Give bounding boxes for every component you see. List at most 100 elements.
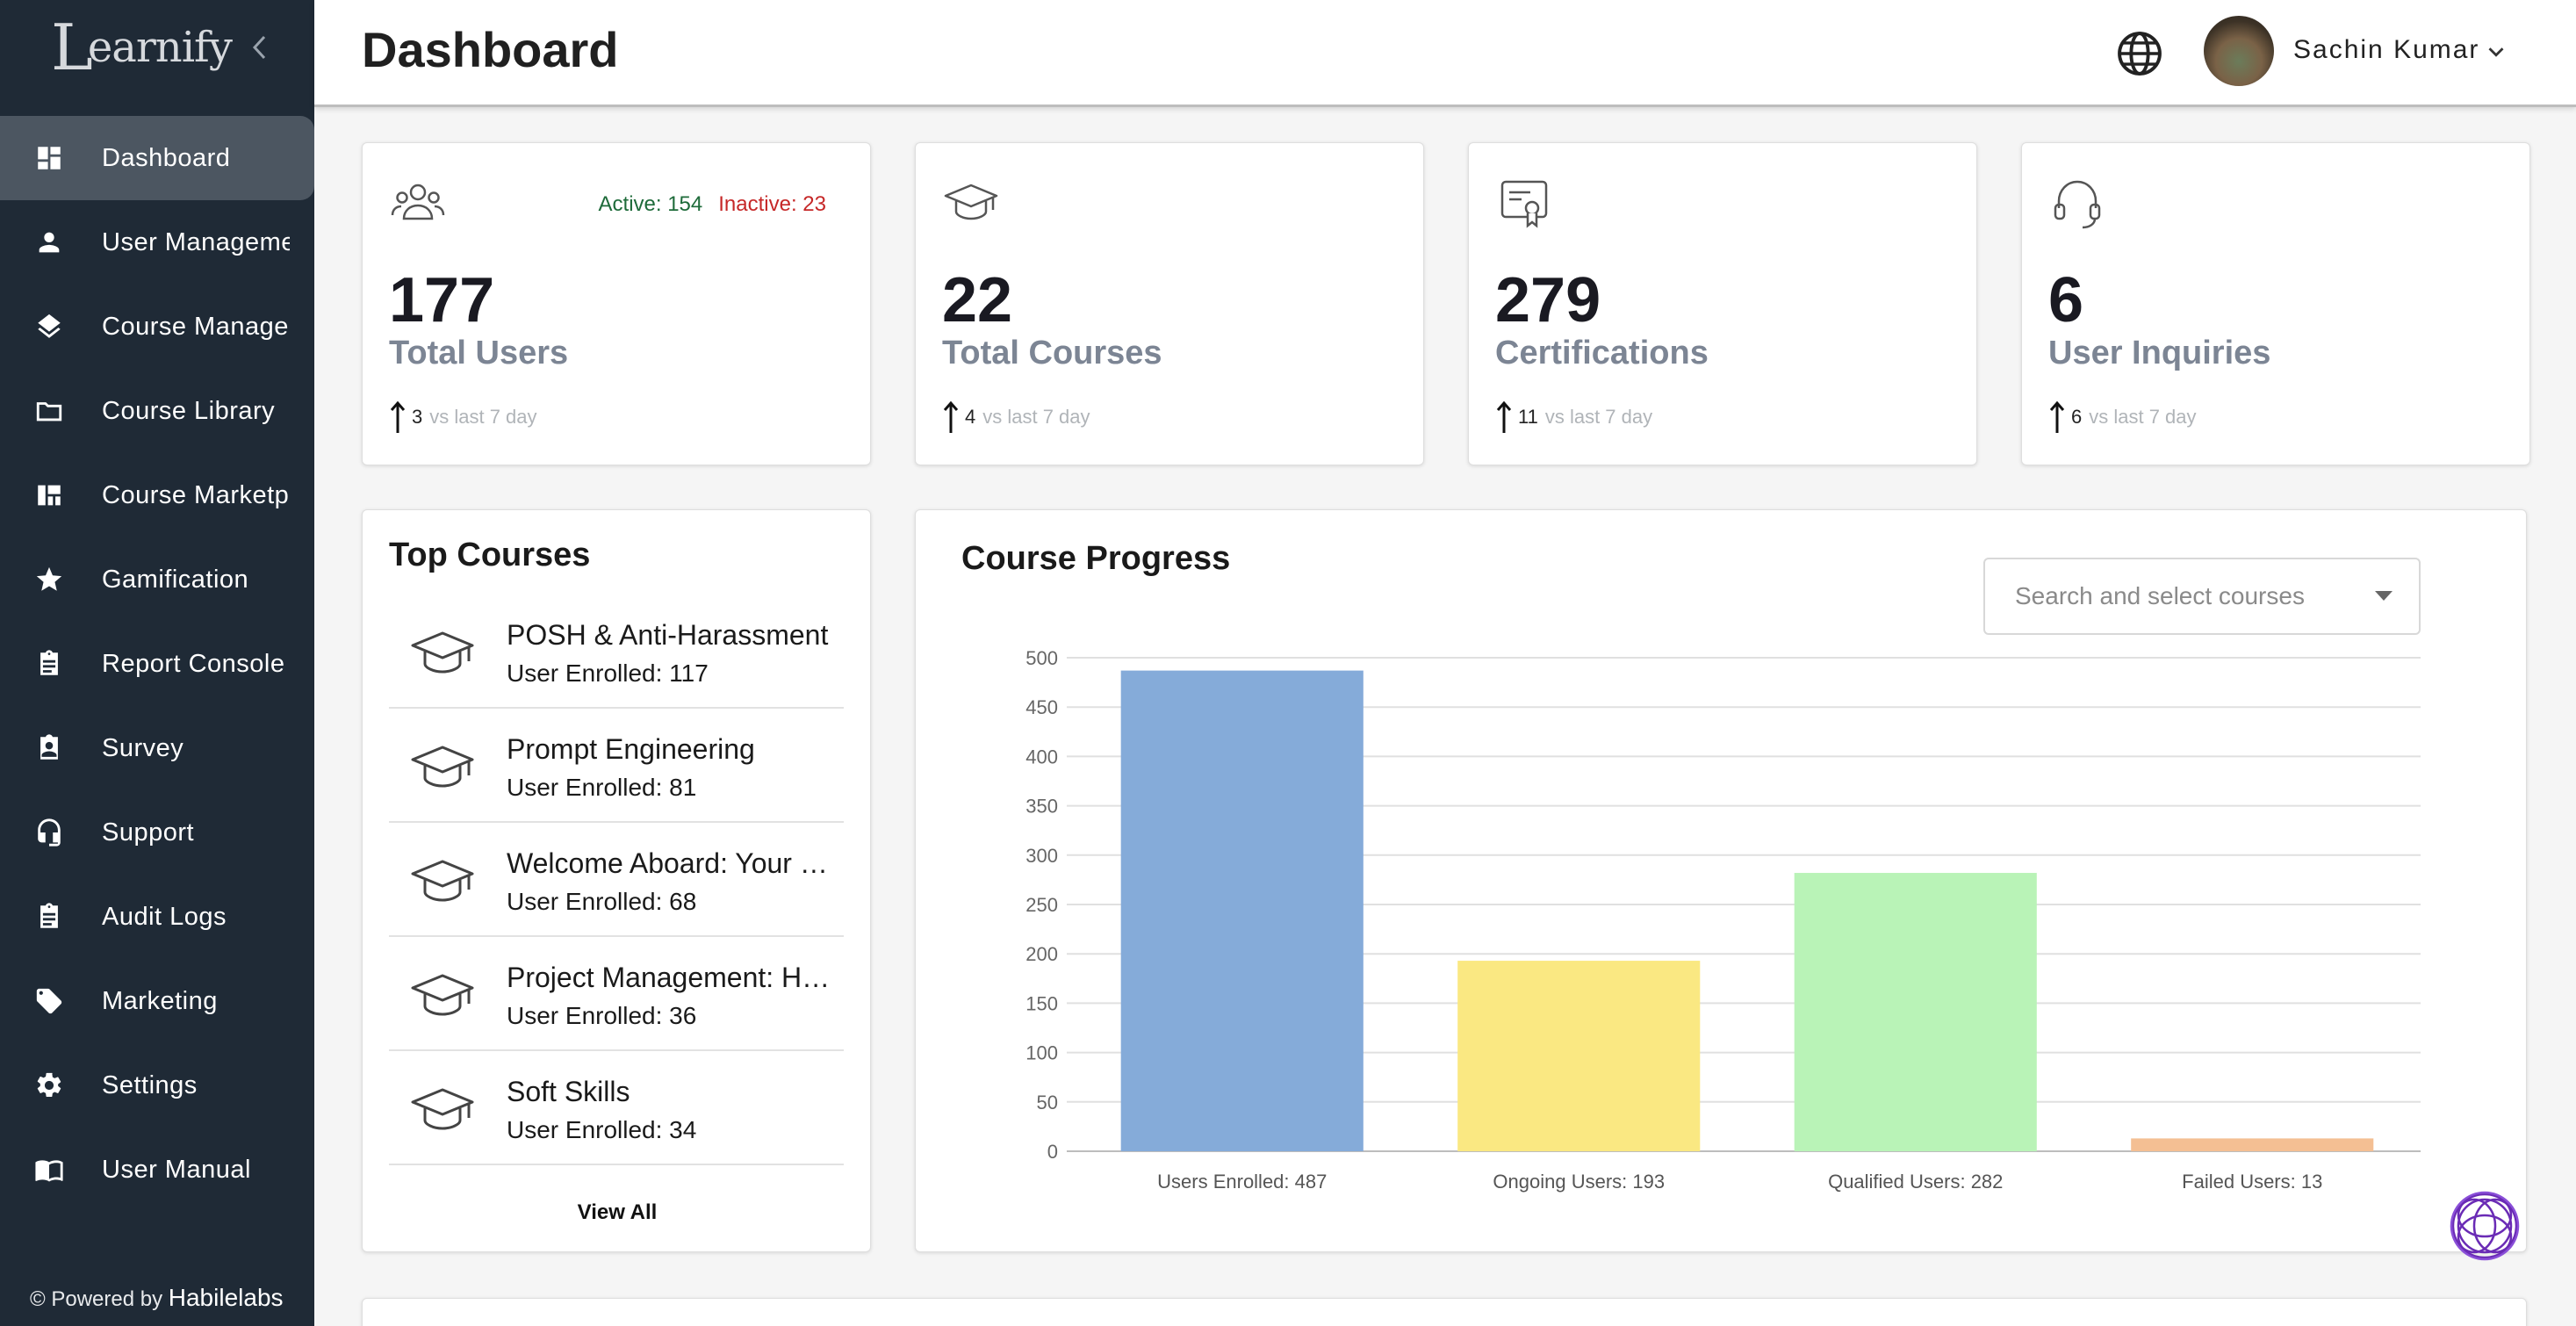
course-name: Prompt Engineering — [507, 733, 755, 765]
sidebar-item-label: User Manual — [102, 1155, 251, 1184]
top-courses-list: POSH & Anti-Harassment User Enrolled: 11… — [389, 595, 844, 1165]
list-item[interactable]: Soft Skills User Enrolled: 34 — [389, 1051, 844, 1165]
x-tick-label: Failed Users: 13 — [2182, 1171, 2322, 1193]
top-courses-title: Top Courses — [389, 537, 591, 573]
course-name: POSH & Anti-Harassment — [507, 619, 829, 651]
course-enrolled: User Enrolled: 36 — [507, 1002, 697, 1029]
sidebar-item-user-management[interactable]: User Management — [0, 200, 314, 285]
graduation-cap-icon — [944, 184, 998, 220]
sidebar-item-label: Audit Logs — [102, 902, 227, 931]
course-enrolled: User Enrolled: 34 — [507, 1116, 697, 1143]
y-tick-label: 0 — [1047, 1141, 1058, 1163]
course-select[interactable] — [1983, 558, 2421, 635]
sidebar-item-audit-logs[interactable]: Audit Logs — [0, 875, 314, 959]
tag-icon — [33, 985, 65, 1017]
marketplace-icon — [33, 479, 65, 511]
avatar[interactable] — [2204, 16, 2274, 86]
stat-card-total-courses[interactable]: 22 Total Courses 4 vs last 7 day — [915, 142, 1424, 465]
chart-bar[interactable] — [2131, 1138, 2374, 1151]
chat-assistant-icon[interactable] — [2439, 1180, 2530, 1272]
sidebar-item-label: Course Management — [102, 312, 290, 341]
stat-value: 6 — [2048, 265, 2084, 335]
headset-icon — [33, 817, 65, 848]
chevron-down-icon — [2488, 47, 2504, 57]
x-tick-label: Ongoing Users: 193 — [1493, 1171, 1665, 1193]
arrow-up-icon — [2049, 400, 2065, 433]
dashboard-icon — [33, 142, 65, 174]
y-tick-label: 400 — [1025, 746, 1058, 767]
view-all-button[interactable]: View All — [577, 1200, 658, 1224]
powered-by-brand[interactable]: Habilelabs — [168, 1284, 284, 1311]
list-item[interactable]: POSH & Anti-Harassment User Enrolled: 11… — [389, 595, 844, 709]
top-courses-panel: Top Courses POSH & Anti-Harassment User … — [362, 509, 871, 1252]
sidebar-item-label: Course Library — [102, 396, 276, 425]
globe-icon — [2118, 32, 2162, 76]
sidebar-item-label: Marketing — [102, 986, 218, 1015]
person-icon — [33, 227, 65, 258]
list-item[interactable]: Welcome Aboard: Your Onboarding User Enr… — [389, 823, 844, 937]
inactive-count: Inactive: 23 — [718, 192, 826, 216]
graduation-cap-icon — [411, 631, 474, 674]
course-enrolled: User Enrolled: 117 — [507, 659, 709, 687]
dropdown-arrow-icon[interactable] — [2375, 591, 2393, 601]
sidebar-item-survey[interactable]: Survey — [0, 706, 314, 790]
user-name[interactable]: Sachin Kumar — [2293, 35, 2480, 64]
sidebar-item-dashboard[interactable]: Dashboard — [0, 116, 314, 200]
sidebar-nav: Dashboard User Management Course Managem… — [0, 116, 314, 1212]
sidebar-item-label: Gamification — [102, 565, 249, 594]
chart-bar[interactable] — [1794, 873, 2037, 1151]
stat-label: User Inquiries — [2048, 335, 2271, 371]
learnify-logo[interactable]: L earnify — [51, 11, 233, 84]
list-item[interactable]: Prompt Engineering User Enrolled: 81 — [389, 709, 844, 823]
stat-card-certifications[interactable]: 279 Certifications 11 vs last 7 day — [1468, 142, 1977, 465]
y-tick-label: 500 — [1025, 647, 1058, 669]
logo-initial: L — [51, 11, 93, 84]
sidebar-item-label: User Management — [102, 227, 290, 256]
logo-text: earnify — [87, 23, 233, 72]
sidebar-item-report-console[interactable]: Report Console — [0, 622, 314, 706]
sidebar-item-settings[interactable]: Settings — [0, 1043, 314, 1128]
course-enrolled: User Enrolled: 68 — [507, 888, 697, 915]
sidebar-item-support[interactable]: Support — [0, 790, 314, 875]
sidebar-item-gamification[interactable]: Gamification — [0, 537, 314, 622]
stat-trend: 11 vs last 7 day — [1495, 400, 1652, 435]
course-search-input[interactable] — [1985, 559, 2354, 633]
stat-delta-text: vs last 7 day — [982, 406, 1090, 428]
y-tick-label: 450 — [1025, 696, 1058, 718]
top-header: Dashboard Sachin Kumar — [314, 0, 2576, 107]
book-icon — [33, 1154, 65, 1185]
sidebar-item-course-library[interactable]: Course Library — [0, 369, 314, 453]
course-progress-title: Course Progress — [961, 540, 1231, 577]
collapse-sidebar-button[interactable] — [246, 28, 272, 67]
user-menu-button[interactable] — [2483, 39, 2509, 65]
sidebar-item-label: Report Console — [102, 649, 285, 678]
arrow-up-icon — [943, 400, 959, 433]
stat-card-user-inquiries[interactable]: 6 User Inquiries 6 vs last 7 day — [2021, 142, 2530, 465]
stat-delta: 11 — [1518, 406, 1538, 428]
stat-trend: 6 vs last 7 day — [2048, 400, 2197, 435]
stat-trend: 4 vs last 7 day — [942, 400, 1090, 435]
stat-trend: 3 vs last 7 day — [389, 400, 537, 435]
stat-value: 177 — [389, 265, 495, 335]
sidebar-item-marketing[interactable]: Marketing — [0, 959, 314, 1043]
sidebar-item-label: Support — [102, 818, 195, 847]
chart-bar[interactable] — [1457, 961, 1701, 1151]
powered-by-prefix: © Powered by — [30, 1287, 163, 1311]
list-item[interactable]: Project Management: Handbook User Enroll… — [389, 937, 844, 1051]
chart-bar[interactable] — [1120, 670, 1364, 1151]
arrow-up-icon — [1496, 400, 1512, 433]
stat-card-total-users[interactable]: Active: 154 Inactive: 23 177 Total Users … — [362, 142, 871, 465]
folder-icon — [33, 395, 65, 427]
x-tick-label: Qualified Users: 282 — [1828, 1171, 2003, 1193]
stat-delta: 6 — [2071, 406, 2083, 428]
clipboard-list-icon — [33, 901, 65, 933]
sidebar-item-user-manual[interactable]: User Manual — [0, 1128, 314, 1212]
graduation-cap-icon — [411, 860, 474, 902]
language-button[interactable] — [2114, 28, 2165, 79]
sidebar-item-course-marketplace[interactable]: Course Marketplace — [0, 453, 314, 537]
graduation-cap-icon — [411, 974, 474, 1016]
sidebar-item-label: Settings — [102, 1070, 198, 1099]
stat-value: 22 — [942, 265, 1013, 335]
sidebar-item-course-management[interactable]: Course Management — [0, 285, 314, 369]
sidebar: L earnify Dashboard User Management Cour… — [0, 0, 314, 1326]
